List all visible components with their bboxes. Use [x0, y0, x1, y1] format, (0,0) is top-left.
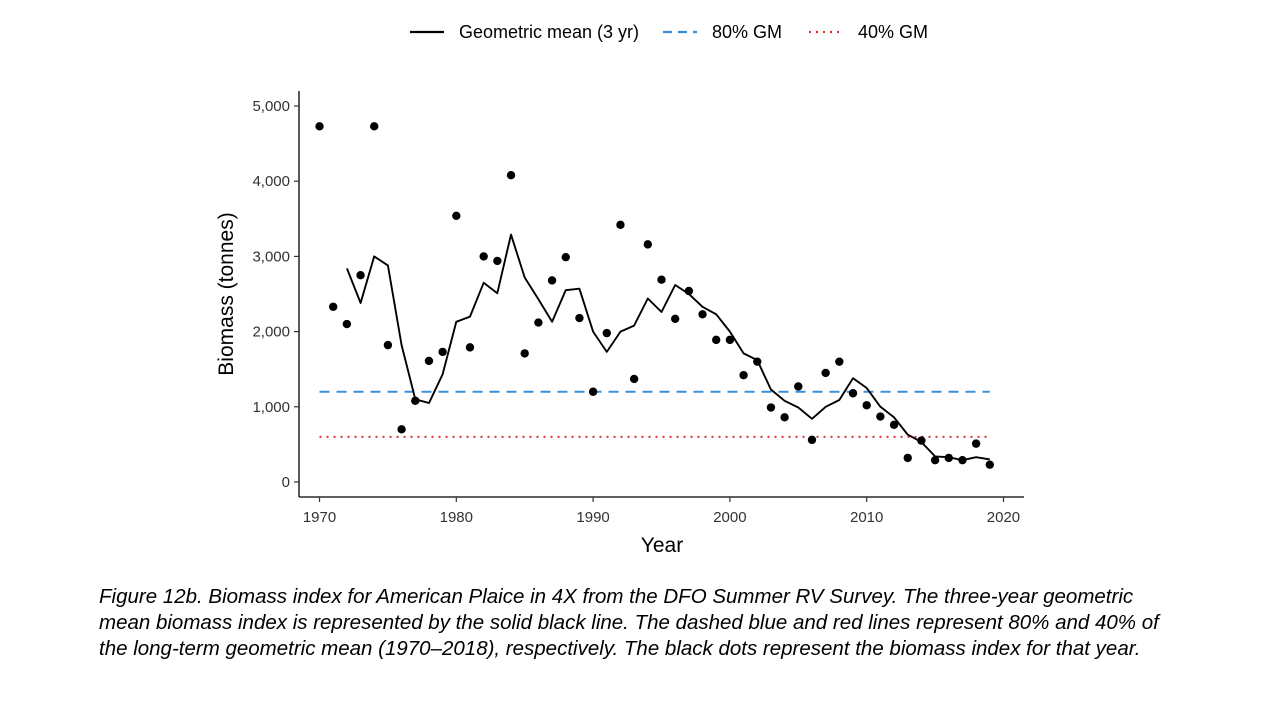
biomass-point: [971, 439, 981, 448]
x-tick-label: 2020: [987, 509, 1020, 526]
biomass-point: [424, 356, 434, 366]
biomass-point: [835, 357, 844, 366]
biomass-point: [698, 310, 707, 319]
biomass-point: [684, 286, 694, 296]
y-tick-label: 1,000: [252, 399, 290, 416]
y-tick-label: 0: [282, 474, 290, 491]
biomass-point: [520, 349, 529, 358]
biomass-point: [807, 435, 817, 445]
biomass-point: [342, 319, 352, 329]
x-tick-label: 1990: [576, 509, 609, 526]
legend-label-80-gm: 80% GM: [712, 22, 782, 42]
figure-caption: Figure 12b. Biomass index for American P…: [99, 585, 1159, 660]
biomass-point: [397, 425, 406, 434]
y-axis-ticks: 0 1,000 2,000 3,000 4,000 5,000: [252, 98, 299, 491]
biomass-point: [739, 371, 748, 380]
biomass-point: [712, 335, 721, 345]
biomass-point: [616, 220, 625, 230]
biomass-point: [588, 387, 598, 396]
biomass-point: [602, 328, 611, 338]
biomass-point: [725, 335, 735, 345]
biomass-point: [903, 453, 912, 463]
x-axis-ticks: 1970 1980 1990 2000 2010 2020: [303, 497, 1020, 526]
biomass-point: [876, 412, 885, 421]
biomass-point: [465, 343, 475, 352]
x-tick-label: 2010: [850, 509, 883, 526]
biomass-point: [780, 413, 789, 422]
x-tick-label: 2000: [713, 509, 746, 526]
legend-label-geometric-mean: Geometric mean (3 yr): [459, 22, 639, 42]
chart-legend: Geometric mean (3 yr) 80% GM 40% GM: [410, 22, 928, 42]
biomass-point: [328, 302, 338, 311]
biomass-point: [753, 357, 762, 366]
biomass-point: [534, 318, 543, 327]
biomass-index-points: [315, 122, 995, 469]
biomass-point: [438, 347, 447, 357]
biomass-point: [493, 256, 502, 266]
y-tick-label: 5,000: [252, 98, 290, 115]
biomass-point: [356, 271, 365, 280]
legend-label-40-gm: 40% GM: [858, 22, 928, 42]
biomass-point: [889, 420, 899, 430]
biomass-point: [561, 252, 570, 262]
y-axis-title: Biomass (tonnes): [215, 212, 238, 375]
x-tick-label: 1980: [440, 509, 473, 526]
biomass-point: [370, 122, 379, 131]
biomass-point: [766, 403, 776, 412]
biomass-point: [985, 460, 995, 469]
biomass-point: [479, 252, 488, 261]
biomass-point: [629, 374, 639, 384]
biomass-point: [506, 171, 516, 180]
biomass-point: [958, 455, 967, 465]
biomass-point: [944, 453, 953, 463]
biomass-point: [411, 396, 420, 405]
y-tick-label: 2,000: [252, 324, 290, 341]
biomass-point: [315, 122, 324, 131]
biomass-point: [383, 340, 393, 350]
biomass-point: [917, 436, 926, 445]
biomass-point: [670, 314, 680, 324]
biomass-point: [848, 389, 858, 398]
biomass-point: [547, 276, 557, 285]
biomass-point: [575, 313, 584, 323]
biomass-point: [643, 240, 653, 249]
biomass-point: [821, 368, 830, 378]
x-tick-label: 1970: [303, 509, 336, 526]
geometric-mean-line: [346, 233, 990, 462]
y-tick-label: 4,000: [252, 173, 290, 190]
biomass-point: [862, 401, 871, 410]
biomass-point: [930, 455, 940, 465]
biomass-point: [452, 211, 461, 221]
x-axis-title: Year: [641, 534, 683, 557]
biomass-chart: Geometric mean (3 yr) 80% GM 40% GM 0 1,0…: [215, 22, 1024, 557]
y-tick-label: 3,000: [252, 248, 290, 265]
biomass-point: [657, 275, 666, 284]
biomass-point: [794, 382, 803, 391]
